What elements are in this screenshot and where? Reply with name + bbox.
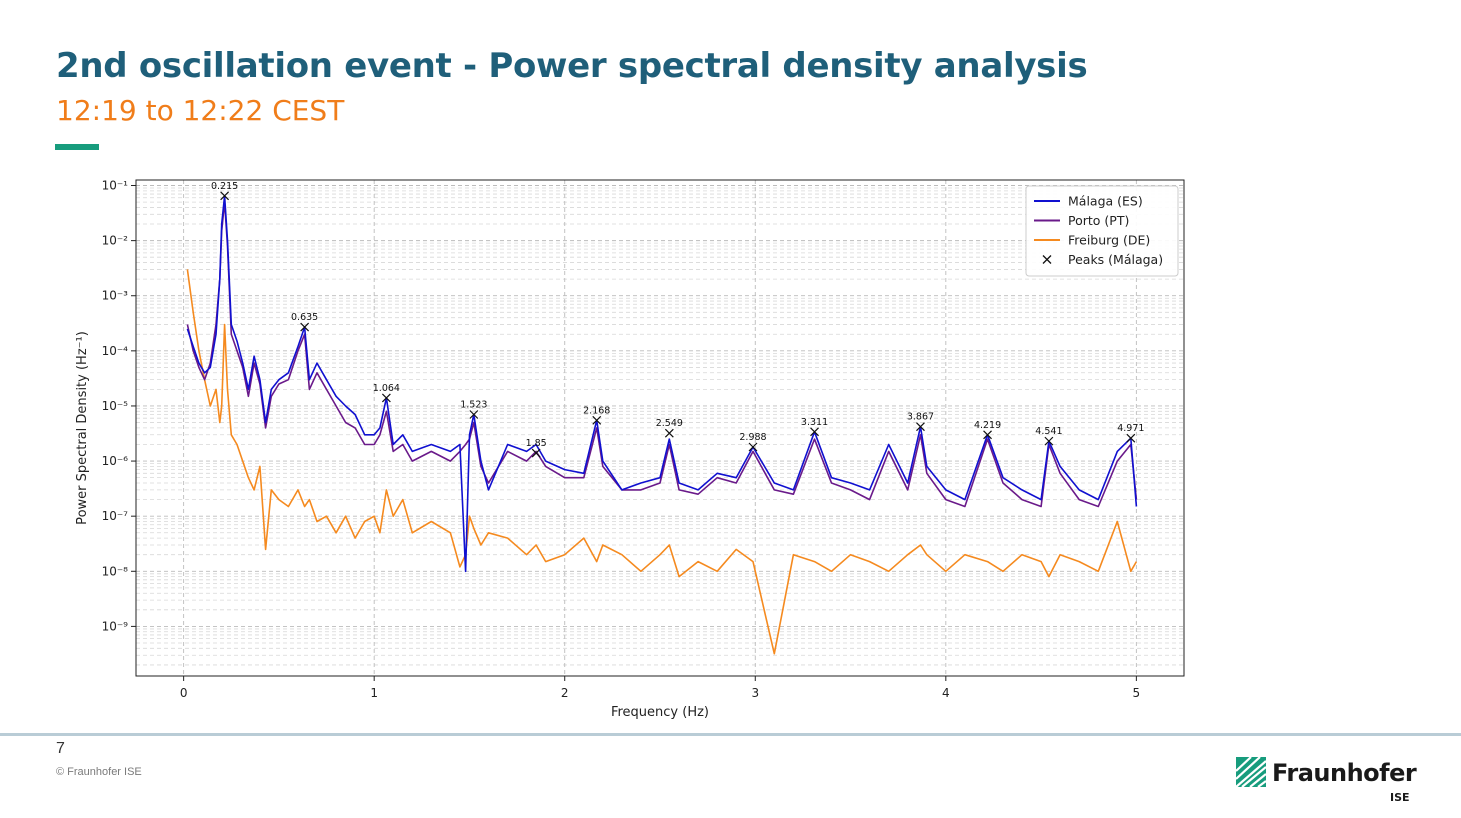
x-axis-label: Frequency (Hz) <box>611 705 709 720</box>
x-tick-label: 3 <box>751 686 759 700</box>
plot-frame <box>135 179 1185 677</box>
logo-text: Fraunhofer <box>1272 759 1417 787</box>
y-axis-label: Power Spectral Density (Hz⁻¹) <box>75 331 90 525</box>
peak-marker <box>592 415 602 425</box>
legend-box <box>1025 185 1179 277</box>
peak-label: 2.168 <box>583 405 610 416</box>
peak-marker <box>916 422 925 432</box>
slide-subtitle: 12:19 to 12:22 CEST <box>56 94 345 127</box>
y-tick-label: 10⁻² <box>102 234 129 248</box>
peak-marker <box>469 410 479 419</box>
series-line-porto <box>186 201 1138 508</box>
page-number: 7 <box>56 740 65 757</box>
peak-marker <box>983 430 992 440</box>
peak-label: 4.541 <box>1035 426 1062 437</box>
legend-label: Málaga (ES) <box>1068 194 1143 209</box>
peak-marker <box>1044 436 1054 446</box>
legend-label: Peaks (Málaga) <box>1068 252 1163 267</box>
peak-marker <box>1126 433 1136 443</box>
series-line-freiburg <box>186 269 1138 655</box>
peak-marker <box>748 442 758 452</box>
logo-subtext: ISE <box>1390 791 1410 804</box>
peak-marker <box>220 191 230 201</box>
peak-label: 1.85 <box>526 438 547 449</box>
legend-label: Freiburg (DE) <box>1068 233 1150 248</box>
peak-label: 2.988 <box>739 432 766 443</box>
footer-rule <box>0 733 1461 736</box>
legend-label: Porto (PT) <box>1068 213 1129 228</box>
x-tick-label: 0 <box>180 686 188 700</box>
fraunhofer-logo: Fraunhofer ISE <box>1236 757 1417 807</box>
y-tick-label: 10⁻⁵ <box>102 399 129 413</box>
copyright-text: © Fraunhofer ISE <box>56 766 142 778</box>
y-tick-label: 10⁻⁸ <box>102 564 129 578</box>
peak-label: 0.215 <box>211 181 238 192</box>
peak-marker <box>381 393 391 403</box>
y-tick-label: 10⁻⁶ <box>102 454 129 468</box>
peak-marker <box>300 322 310 332</box>
peak-label: 3.311 <box>801 417 828 428</box>
y-tick-label: 10⁻⁴ <box>102 344 129 358</box>
fraunhofer-logo-icon <box>1236 757 1266 787</box>
y-tick-label: 10⁻³ <box>102 289 129 303</box>
psd-chart: 10⁻¹ 10⁻² 10⁻³ 10⁻⁴ 10⁻⁵ 10⁻⁶ 10⁻⁷ 10⁻⁸ 10⁻⁹ 0 1 2 3… <box>75 179 1185 720</box>
peak-label: 1.523 <box>460 399 487 410</box>
x-tick-label: 2 <box>561 686 569 700</box>
peak-label: 2.549 <box>656 418 683 429</box>
peak-label: 3.867 <box>907 412 934 423</box>
x-tick-label: 4 <box>942 686 950 700</box>
slide-title: 2nd oscillation event - Power spectral d… <box>56 46 1088 86</box>
peak-marker <box>664 428 674 438</box>
legend-marker <box>1042 255 1052 264</box>
x-tick-label: 5 <box>1133 686 1141 700</box>
peak-marker <box>531 448 541 458</box>
peak-label: 1.064 <box>373 383 400 394</box>
y-tick-label: 10⁻¹ <box>102 179 129 193</box>
accent-bar <box>55 144 99 150</box>
series-line-malaga <box>186 195 1138 573</box>
peak-marker <box>810 427 819 437</box>
peak-label: 4.971 <box>1117 423 1144 434</box>
y-tick-label: 10⁻⁷ <box>102 509 129 523</box>
x-tick-label: 1 <box>370 686 378 700</box>
peak-label: 0.635 <box>291 312 318 323</box>
peak-label: 4.219 <box>974 420 1001 431</box>
y-tick-label: 10⁻⁹ <box>102 619 129 633</box>
